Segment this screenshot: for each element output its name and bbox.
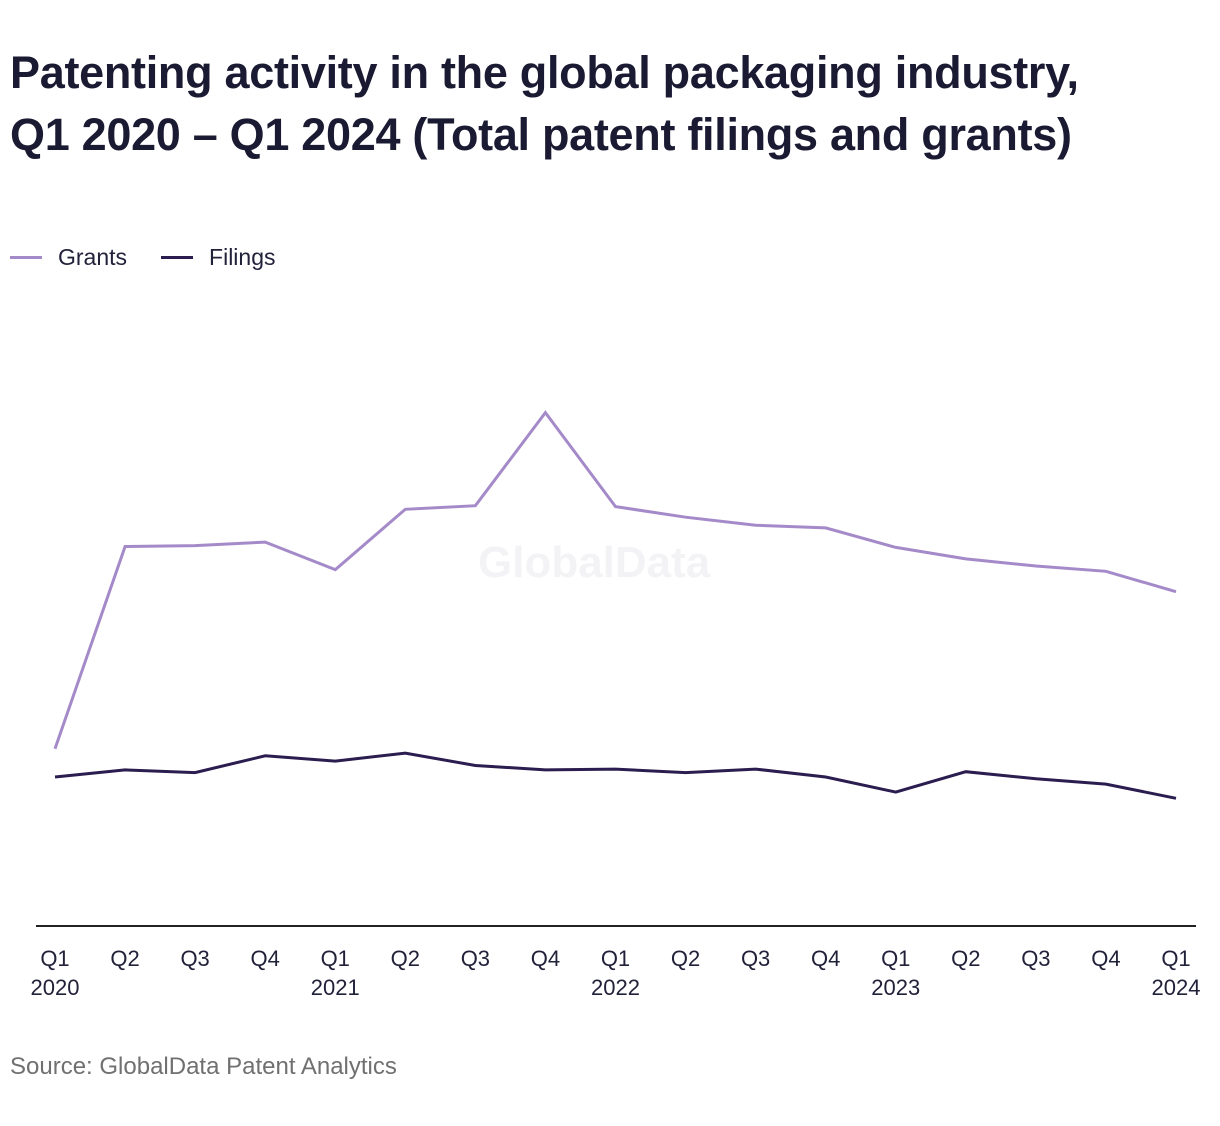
x-tick-label-16: Q1 [1161, 946, 1190, 971]
x-tick-label-2: Q3 [180, 946, 209, 971]
x-tick-label-3: Q4 [251, 946, 280, 971]
x-tick-year-8: 2022 [591, 975, 640, 1000]
legend-item-grants: Grants [10, 244, 127, 271]
legend-swatch-filings [161, 255, 194, 259]
legend-label-filings: Filings [209, 243, 276, 270]
legend-item-filings: Filings [161, 243, 276, 271]
x-tick-label-12: Q1 [881, 946, 910, 971]
chart-title-line-1: Patenting activity in the global packagi… [10, 47, 1079, 98]
x-tick-label-10: Q3 [741, 946, 770, 971]
x-tick-year-16: 2024 [1152, 975, 1201, 1000]
chart-legend: Grants Filings [10, 242, 276, 272]
series-line-grants [53, 410, 1177, 750]
legend-label-grants: Grants [58, 243, 128, 270]
x-tick-label-4: Q1 [321, 946, 350, 971]
series-line-filings [54, 751, 1177, 800]
x-tick-year-0: 2020 [31, 975, 80, 1000]
x-tick-label-7: Q4 [531, 946, 560, 971]
x-tick-year-4: 2021 [311, 975, 360, 1000]
chart-title-line-2: Q1 2020 – Q1 2024 (Total patent filings … [10, 109, 1072, 160]
x-tick-label-15: Q4 [1091, 946, 1120, 971]
x-tick-label-5: Q2 [391, 946, 420, 971]
legend-swatch-grants [10, 255, 42, 259]
x-tick-label-0: Q1 [40, 946, 69, 971]
x-tick-label-14: Q3 [1021, 946, 1050, 971]
source-note: Source: GlobalData Patent Analytics [10, 1053, 397, 1080]
x-tick-label-8: Q1 [601, 946, 630, 971]
line-chart: Q1 2020 Q2 Q3 Q4 Q1 2021 Q2 Q3 Q4 Q1 2022 Q2 Q3 Q4 Q1 20… [31, 410, 1201, 1000]
x-tick-label-13: Q2 [951, 946, 980, 971]
x-tick-label-11: Q4 [811, 946, 840, 971]
x-tick-label-9: Q2 [671, 946, 700, 971]
x-tick-label-1: Q2 [110, 946, 139, 971]
x-tick-year-12: 2023 [871, 975, 920, 1000]
chart-title: Patenting activity in the global packagi… [10, 42, 1210, 166]
x-tick-label-6: Q3 [461, 946, 490, 971]
watermark: GlobalData [478, 538, 711, 587]
